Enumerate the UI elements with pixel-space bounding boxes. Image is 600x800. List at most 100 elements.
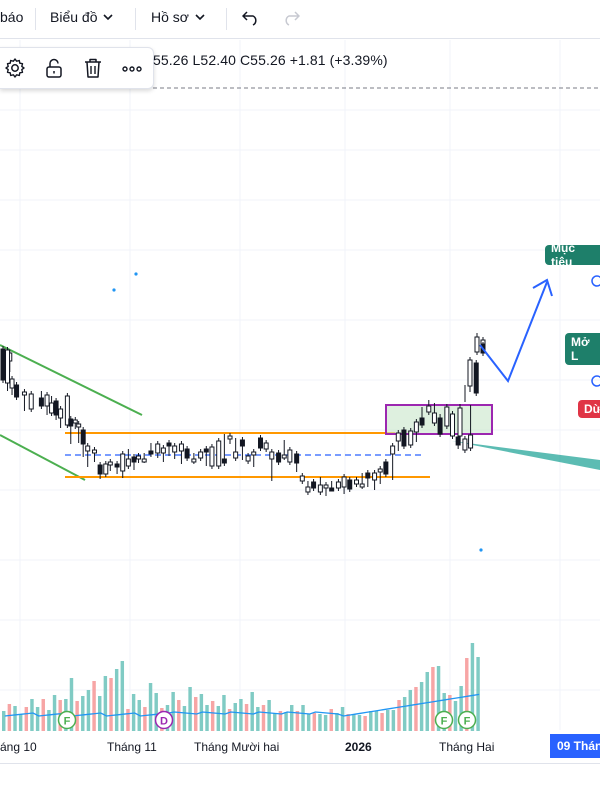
volume-bar	[13, 706, 17, 731]
top-toolbar: báo Biểu đồ Hồ sơ	[0, 0, 600, 39]
volume-bar	[210, 701, 215, 731]
lock-button[interactable]	[42, 56, 66, 80]
candle-body	[114, 463, 120, 468]
undo-button[interactable]	[242, 10, 260, 26]
alerts-menu[interactable]: báo	[0, 9, 23, 25]
marker-dot	[134, 272, 138, 276]
volume-bar	[465, 658, 469, 731]
volume-bar	[470, 643, 475, 731]
entry-label-text: Mở L	[571, 335, 590, 363]
volume-bar	[261, 705, 266, 731]
volume-bar	[182, 706, 187, 731]
redo-icon	[285, 11, 300, 26]
chart-menu-button[interactable]: Biểu đồ	[50, 9, 114, 25]
candle-body	[372, 472, 378, 481]
volume-bar	[148, 683, 153, 731]
redo-button[interactable]	[282, 10, 300, 26]
event-marker-label: F	[464, 716, 471, 728]
candle-body	[76, 423, 82, 428]
volume-bar	[318, 714, 322, 731]
candle-body	[467, 359, 473, 387]
x-axis-label: 2026	[345, 740, 372, 754]
event-marker-label: F	[64, 716, 71, 728]
candle-body	[14, 384, 20, 398]
volume-bar	[188, 687, 192, 731]
candle-body	[311, 481, 317, 489]
candle-body	[258, 437, 264, 449]
delete-button[interactable]	[81, 56, 105, 80]
candle-body	[354, 479, 360, 485]
candle-body	[21, 391, 27, 396]
candle-body	[431, 412, 437, 424]
volume-bar	[329, 709, 333, 731]
candle-body	[72, 419, 78, 424]
volume-bar	[143, 707, 147, 731]
candle-body	[191, 458, 197, 463]
x-axis-label: áng 10	[0, 740, 37, 754]
candle-body	[44, 394, 50, 407]
volume-bar	[114, 669, 119, 731]
volume-bar	[374, 711, 379, 731]
volume-bar	[109, 678, 113, 731]
entry-label[interactable]: Mở L	[565, 333, 600, 365]
volume-bar	[386, 710, 390, 731]
candle-body	[419, 417, 425, 426]
candle-body	[365, 472, 371, 479]
candle-body	[462, 438, 468, 451]
volume-bar	[92, 681, 96, 731]
volume-bar	[346, 714, 350, 731]
toolbar-divider	[226, 8, 227, 30]
volume-bar	[267, 700, 271, 731]
candle-body	[103, 463, 109, 475]
volume-bar	[453, 701, 458, 731]
target-label[interactable]: Mục tiêu	[545, 241, 600, 269]
candle-body	[347, 479, 353, 490]
candle-body	[107, 461, 113, 466]
candle-body	[413, 421, 419, 433]
volume-bar	[369, 711, 373, 731]
volume-bar	[408, 690, 413, 731]
drawing-toolbox	[0, 47, 154, 89]
volume-bar	[7, 704, 12, 731]
candle-body	[203, 448, 209, 453]
volume-bar	[402, 697, 407, 731]
gear-icon	[5, 58, 25, 78]
target-label-text: Mục tiêu	[551, 241, 575, 269]
candle-body	[329, 487, 335, 492]
candle-body	[198, 451, 204, 459]
volume-bar	[312, 713, 317, 731]
candle-body	[251, 451, 257, 456]
candle-body	[0, 348, 6, 381]
profile-menu-button[interactable]: Hồ sơ	[151, 9, 205, 25]
volume-bar	[306, 714, 311, 731]
volume-bar	[363, 716, 367, 731]
settings-button[interactable]	[3, 56, 27, 80]
candle-body	[323, 484, 329, 489]
candle-body	[474, 336, 480, 353]
candle-body	[155, 443, 161, 454]
candle-body	[281, 454, 287, 459]
volume-bar	[301, 705, 305, 731]
volume-bar	[120, 661, 125, 731]
more-options-button[interactable]	[120, 56, 144, 80]
candle-body	[172, 445, 178, 453]
volume-bar	[171, 692, 175, 731]
candle-body	[408, 430, 414, 446]
volume-bar	[47, 710, 51, 731]
ohlc-low: L52.40	[192, 52, 236, 68]
candle-body	[178, 443, 184, 452]
volume-bar	[126, 709, 130, 731]
candle-body	[209, 446, 215, 467]
unlock-icon	[46, 58, 62, 78]
volume-bar	[425, 672, 429, 731]
event-marker	[434, 710, 454, 730]
more-icon	[122, 66, 142, 72]
volume-bar	[30, 699, 34, 731]
volume-bar	[86, 690, 91, 731]
stop-label[interactable]: Dừ	[578, 400, 600, 418]
volume-bar	[154, 693, 158, 731]
volume-bar	[340, 707, 345, 731]
volume-bar	[24, 707, 29, 731]
volume-bar	[278, 711, 283, 731]
